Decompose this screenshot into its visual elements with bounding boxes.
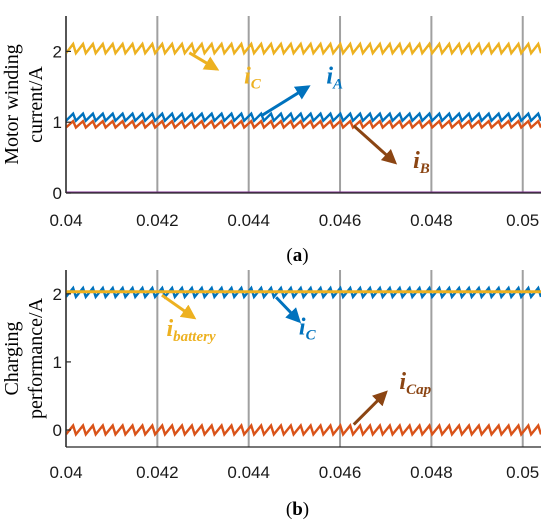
x-tick-label: 0.046 (319, 463, 362, 482)
annotation-label: iA (326, 63, 343, 92)
y-axis-label: performance/A (25, 297, 47, 419)
panel-label-close: ) (303, 499, 309, 520)
x-tick-label: 0.04 (49, 463, 82, 482)
panel-label-open: ( (286, 245, 292, 266)
series-iB (66, 119, 541, 130)
series-iA (66, 111, 541, 123)
annotation-sub: B (419, 161, 430, 177)
x-tick-label: 0.042 (136, 463, 179, 482)
x-tick-label: 0.046 (319, 211, 362, 230)
y-tick-label: 1 (53, 353, 62, 372)
y-tick-label: 1 (53, 113, 62, 132)
y-axis-label: Motor winding (1, 44, 23, 165)
series-iCap (66, 423, 541, 437)
annotation-label: iCap (399, 369, 431, 398)
annotation-sub: C (306, 328, 317, 344)
x-tick-label: 0.048 (410, 211, 453, 230)
annotation-main: i (166, 316, 173, 342)
annotation-sub: A (332, 76, 343, 92)
annotation-label: iB (413, 148, 430, 177)
annotation-main: i (413, 148, 420, 174)
annotation-main: i (399, 369, 406, 395)
y-tick-label: 2 (53, 285, 62, 304)
panel-label-letter: a (293, 245, 303, 266)
annotation-main: i (299, 315, 306, 341)
annotation-arrow (161, 293, 197, 320)
x-tick-label: 0.048 (410, 463, 453, 482)
chart-panel-1: 0.04 0.042 0.044 0.046 0.048 0.05 0 1 2 Charging p… (1, 270, 541, 520)
annotation-arrow (352, 124, 398, 165)
annotation-label: iC (299, 315, 317, 344)
annotation-main: i (326, 63, 333, 89)
annotation-label: ibattery (166, 316, 216, 345)
annotation-label: iC (244, 63, 262, 92)
annotation-arrow (352, 390, 388, 426)
y-axis-label: current/A (25, 66, 47, 143)
plot-area (66, 41, 541, 193)
panel-label-letter: b (292, 499, 303, 520)
x-tick-label: 0.044 (227, 463, 270, 482)
annotation-main: i (244, 63, 251, 89)
panel-label-open: ( (286, 499, 292, 520)
series-iC (66, 285, 541, 300)
y-axis-label: Charging (1, 321, 23, 395)
annotation-sub: Cap (406, 382, 432, 398)
series-iC (66, 41, 541, 56)
panel-label: (a) (286, 245, 308, 266)
chart-panel-0: 0.04 0.042 0.044 0.046 0.048 0.05 0 1 2 Motor win… (1, 16, 541, 266)
x-tick-label: 0.04 (49, 211, 82, 230)
y-tick-label: 0 (53, 184, 62, 203)
x-tick-label: 0.05 (506, 211, 539, 230)
plot-area (66, 285, 541, 437)
y-tick-label: 2 (53, 42, 62, 61)
x-tick-label: 0.05 (506, 463, 539, 482)
annotation-sub: battery (173, 329, 216, 345)
y-tick-label: 0 (53, 421, 62, 440)
annotation-sub: C (251, 76, 262, 92)
panel-label: (b) (286, 499, 309, 520)
panel-label-close: ) (302, 245, 308, 266)
x-tick-label: 0.042 (136, 211, 179, 230)
x-tick-label: 0.044 (227, 211, 270, 230)
annotation-arrow (275, 296, 302, 324)
annotation-arrow (188, 51, 220, 71)
annotation-arrow (261, 85, 311, 117)
